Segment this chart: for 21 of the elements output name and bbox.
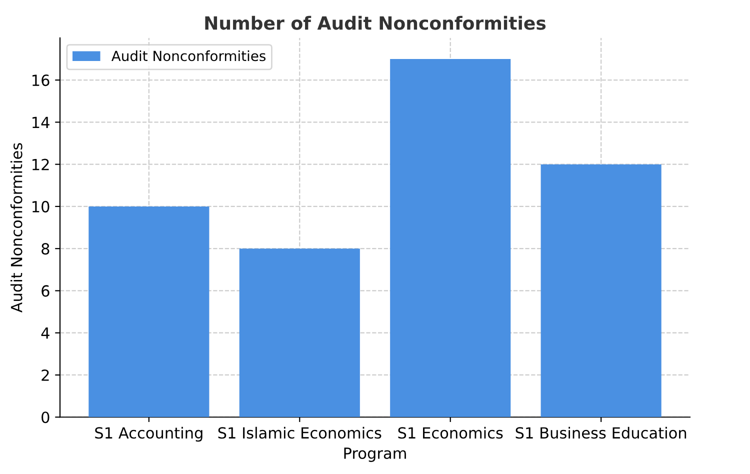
chart-title: Number of Audit Nonconformities	[205, 16, 546, 30]
x-axis-title: Program	[344, 448, 406, 462]
x-tick-label: S1 Economics	[398, 426, 503, 439]
y-tick-label: 14	[32, 116, 50, 128]
legend-label: Audit Nonconformities	[111, 50, 266, 62]
y-tick-label: 10	[32, 200, 50, 212]
y-axis-title: Audit Nonconformities	[10, 143, 22, 313]
bar	[88, 206, 210, 418]
y-tick-label: 0	[42, 412, 50, 424]
y-tick-label: 6	[42, 285, 50, 297]
y-tick-label: 16	[32, 74, 50, 86]
x-tick-label: S1 Accounting	[95, 426, 202, 442]
y-tick-label: 4	[41, 328, 50, 339]
bar	[390, 58, 511, 418]
x-tick-label: S1 Islamic Economics	[218, 426, 382, 439]
bar	[540, 164, 662, 418]
y-tick-label: 2	[42, 369, 49, 381]
y-tick-label: 12	[32, 158, 49, 170]
y-tick-label: 8	[42, 243, 50, 255]
bar	[239, 248, 360, 418]
x-tick-label: S1 Business Education	[516, 426, 686, 439]
